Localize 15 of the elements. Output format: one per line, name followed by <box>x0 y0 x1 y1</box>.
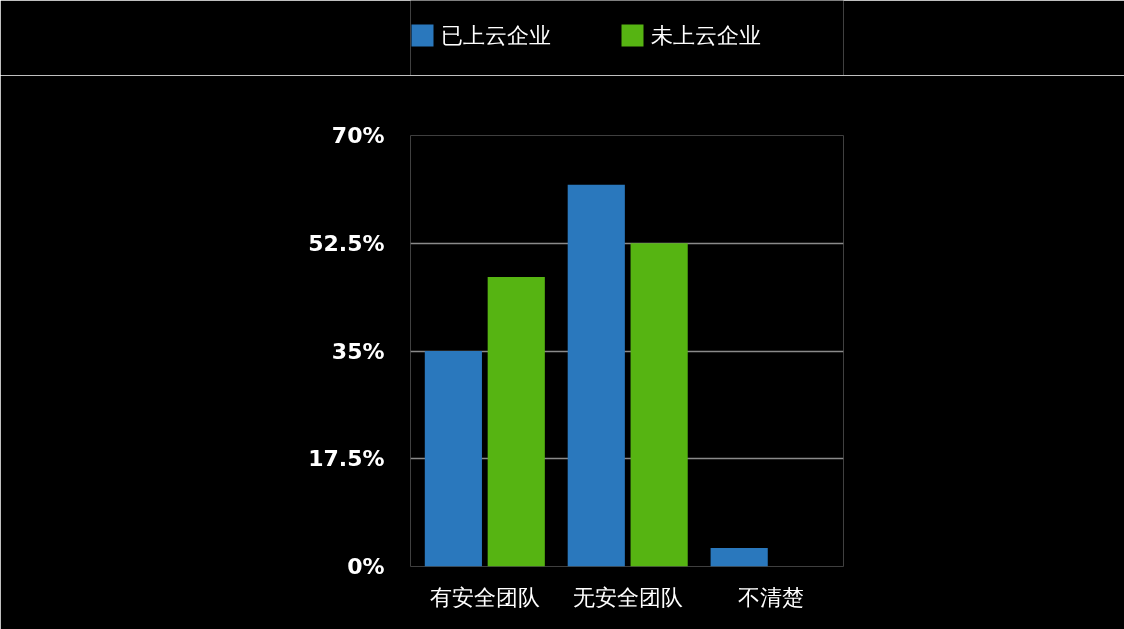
y-tick-label: 35% <box>331 338 385 364</box>
legend-label: 已上云企业 <box>440 23 551 48</box>
x-tick-label: 有安全团队 <box>429 584 540 610</box>
y-tick-label: 52.5% <box>308 230 385 256</box>
y-tick-label: 17.5% <box>308 446 385 472</box>
x-tick-label: 无安全团队 <box>572 584 683 610</box>
bar <box>424 351 482 567</box>
legend-label: 未上云企业 <box>650 23 761 48</box>
y-tick-label: 70% <box>331 123 385 148</box>
bar <box>487 277 545 567</box>
bar <box>567 184 625 567</box>
bar <box>710 548 768 567</box>
bar <box>630 243 688 567</box>
y-tick-label: 0% <box>347 554 385 579</box>
x-tick-label: 不清楚 <box>737 584 804 610</box>
